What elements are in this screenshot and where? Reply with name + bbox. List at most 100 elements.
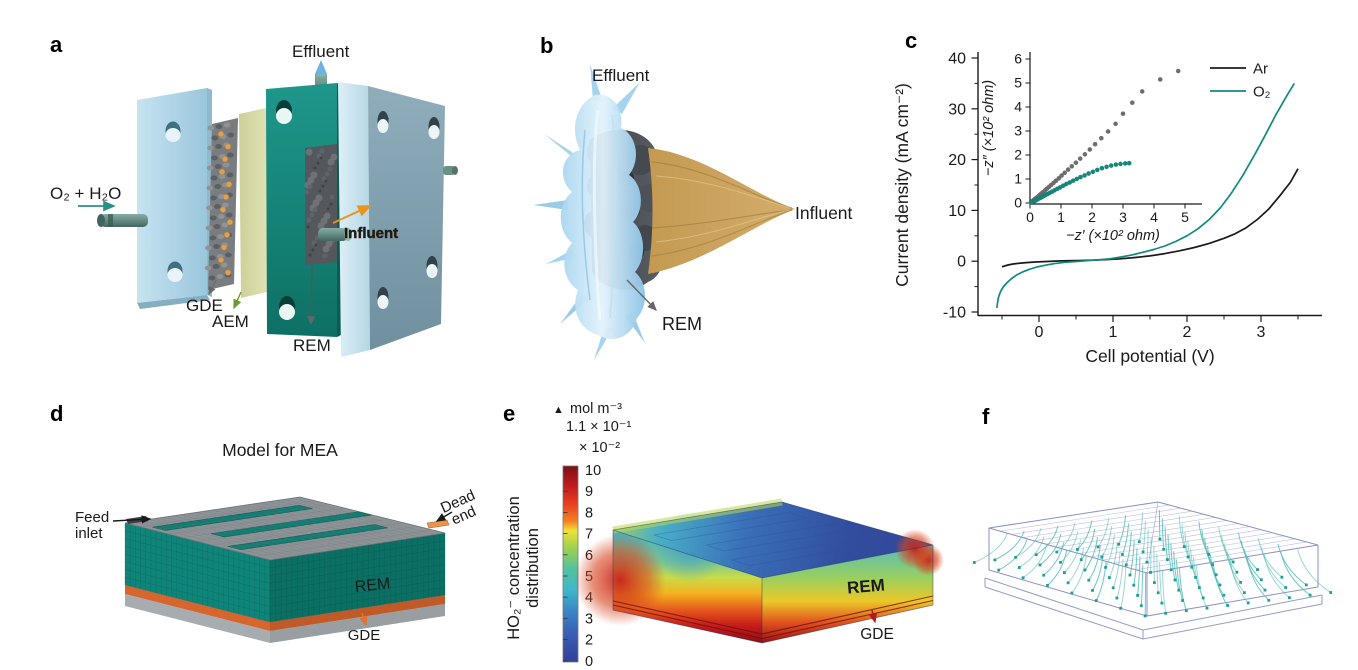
streamline-head: [1132, 583, 1136, 587]
streamline-head: [1184, 609, 1188, 613]
streamline-head: [1139, 604, 1143, 608]
colorbar-scale: × 10⁻²: [579, 440, 620, 456]
streamline-head: [1160, 601, 1164, 605]
streamline: [1173, 551, 1180, 591]
eis-inset-chart: 0 1 2 3 4 5 0 1 2 3 4 5 6: [1014, 51, 1202, 225]
inset-y-tick-label: 5: [1014, 75, 1022, 91]
streamline-head: [997, 568, 1001, 572]
weave-knot: [221, 222, 229, 228]
streamline: [974, 533, 1008, 563]
scatter-point-O₂: [1078, 174, 1083, 180]
channel-line: [1011, 507, 1181, 535]
streamline-head: [1100, 555, 1104, 559]
scatter-point-O₂: [1074, 176, 1080, 182]
y-tick-label: 10: [948, 203, 966, 220]
mesh-line: [269, 540, 446, 568]
streamline: [1218, 526, 1234, 563]
streamline: [1158, 510, 1161, 540]
streamline-head: [1017, 566, 1021, 569]
weave-knot: [223, 122, 231, 128]
mesh-line: [269, 594, 446, 623]
bolt-hole: [165, 121, 181, 142]
streamline: [1170, 542, 1176, 581]
weave-knot: [209, 255, 216, 261]
streamline: [1097, 517, 1110, 548]
side-port-tube: [443, 166, 455, 175]
chart-legend: Ar O₂: [1210, 61, 1271, 101]
bolt-hole: [377, 287, 389, 309]
scatter-point-O₂: [1108, 163, 1114, 168]
scatter-point-O₂: [1104, 164, 1109, 170]
colorbar-tick-label: 3: [585, 611, 593, 627]
streamline-head: [1259, 578, 1263, 582]
streamline-head: [1111, 586, 1115, 590]
inset-x-tick-label: 2: [1088, 209, 1096, 225]
streamline: [1077, 520, 1093, 550]
y-tick-label: 30: [948, 101, 966, 118]
effluent-label: Effluent: [292, 42, 350, 61]
channel-line: [1124, 538, 1296, 567]
panel-b: b Effluent Influent REM: [533, 33, 853, 360]
streamline-head: [1218, 583, 1222, 587]
inset-y-tick-label: 1: [1014, 171, 1022, 187]
streamline-head: [1034, 553, 1038, 557]
gde-layer-label: GDE: [348, 627, 381, 644]
concentration-axis-label-1: HO₂⁻ concentration: [505, 496, 523, 640]
mesh-line: [269, 548, 446, 576]
mesh-line: [124, 561, 271, 599]
inset-x-tick-label: 3: [1119, 209, 1127, 225]
streamline-head: [1059, 560, 1062, 564]
serpentine-outline: [731, 536, 885, 567]
scatter-point-Ar: [1098, 135, 1104, 141]
weave-knot: [214, 204, 221, 209]
mesh-line: [124, 553, 271, 592]
streamline: [1161, 518, 1165, 550]
serpentine-outline: [653, 512, 807, 542]
bolt-hole: [167, 261, 183, 282]
scatter-point-Ar: [1077, 156, 1083, 161]
pore-texture: [324, 171, 330, 177]
streamline: [1176, 559, 1184, 601]
streamline: [1043, 542, 1065, 576]
weave-knot: [205, 245, 213, 251]
streamline-head: [1329, 591, 1333, 594]
streamline: [1118, 515, 1127, 545]
colorbar-marker-icon: ▲: [553, 404, 564, 416]
weave-knot: [220, 262, 228, 268]
streamline-head: [1124, 563, 1128, 567]
streamline: [1277, 543, 1307, 586]
pore-texture: [312, 207, 318, 213]
streamline: [1246, 557, 1270, 601]
weave-knot: [206, 165, 214, 171]
streamline-head: [1128, 573, 1132, 577]
streamline-head: [1158, 537, 1162, 541]
streamline-head: [1119, 606, 1123, 610]
catalyst-particle: [224, 143, 231, 150]
streamline-head: [1108, 576, 1111, 579]
rem-pointer: [626, 279, 657, 312]
streamline-head: [1222, 593, 1226, 597]
streamline: [1223, 543, 1241, 583]
streamline: [1108, 542, 1118, 578]
streamline-head: [1169, 568, 1173, 572]
streamline-head: [1256, 568, 1259, 571]
streamline: [1116, 558, 1124, 599]
streamline-head: [1198, 586, 1201, 589]
streamline: [1035, 525, 1059, 556]
box-sides: [988, 528, 1319, 617]
streamline: [1195, 565, 1208, 609]
pore-texture: [304, 189, 310, 195]
streamline: [1144, 572, 1147, 616]
mesh-line: [269, 579, 446, 607]
mesh-line: [240, 526, 417, 553]
weave-knot: [211, 155, 218, 161]
rem-label: REM: [293, 336, 331, 355]
weave-knot: [225, 212, 233, 218]
streamline-head: [1094, 599, 1098, 602]
panel-f-letter: f: [982, 404, 990, 429]
legend-label: Ar: [1253, 61, 1268, 78]
inset-y-axis-label: −z″ (×10² ohm): [981, 80, 997, 176]
streamline: [1187, 540, 1197, 578]
x-axis-label: Cell potential (V): [1085, 346, 1214, 366]
weave-knot: [215, 144, 223, 149]
